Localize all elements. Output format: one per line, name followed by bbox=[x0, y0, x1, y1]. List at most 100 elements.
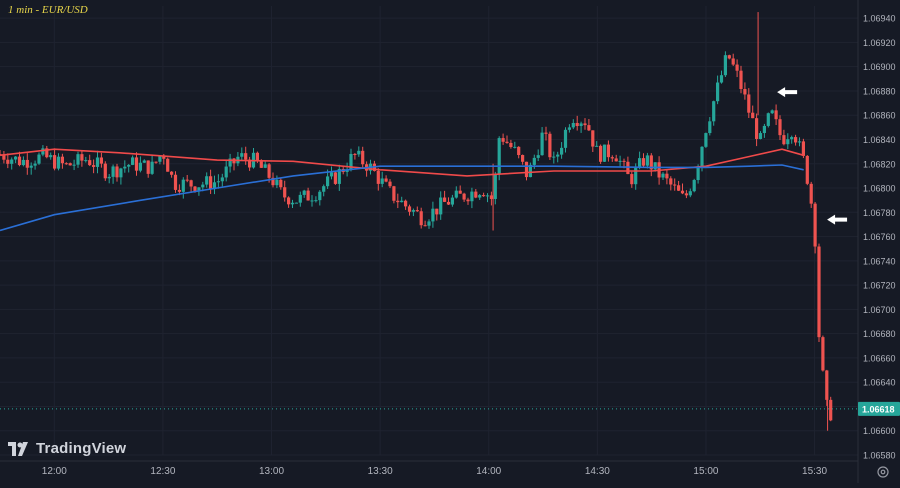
gear-icon[interactable] bbox=[876, 465, 890, 479]
arrow-left-icon bbox=[777, 87, 798, 98]
tradingview-watermark-text: TradingView bbox=[36, 440, 127, 457]
candle-body bbox=[21, 159, 25, 166]
candle-body bbox=[400, 200, 404, 203]
candle-body bbox=[680, 190, 685, 194]
candle-body bbox=[478, 195, 482, 198]
candle-body bbox=[716, 82, 720, 102]
candle-body bbox=[224, 166, 228, 178]
candle-body bbox=[739, 70, 743, 90]
candle-body bbox=[747, 94, 751, 113]
candle-body bbox=[758, 133, 763, 139]
candle-body bbox=[797, 141, 802, 143]
candle-body bbox=[209, 176, 213, 190]
y-tick-label: 1.06780 bbox=[863, 208, 896, 218]
candle-body bbox=[719, 75, 724, 83]
candle-body bbox=[244, 153, 248, 160]
candle-body bbox=[821, 337, 825, 371]
candle-body bbox=[384, 178, 388, 182]
candle-body bbox=[474, 191, 478, 198]
candle-body bbox=[177, 189, 181, 192]
y-tick-label: 1.06820 bbox=[863, 159, 896, 169]
candle-body bbox=[349, 153, 353, 170]
candle-body bbox=[829, 399, 833, 421]
candle-body bbox=[107, 176, 111, 179]
candle-body bbox=[622, 160, 626, 162]
candle-body bbox=[287, 197, 291, 205]
candle-body bbox=[563, 129, 568, 148]
candle-body bbox=[329, 172, 334, 177]
candle-body bbox=[485, 195, 490, 197]
candle-body bbox=[197, 187, 201, 192]
y-tick-label: 1.06720 bbox=[863, 281, 896, 291]
candle-body bbox=[88, 160, 92, 166]
tradingview-watermark[interactable]: TradingView bbox=[8, 440, 126, 457]
candle-body bbox=[731, 58, 735, 65]
candle-body bbox=[279, 179, 283, 188]
candle-body bbox=[248, 159, 252, 168]
candle-body bbox=[103, 163, 107, 179]
candle-body bbox=[446, 201, 451, 205]
y-tick-label: 1.06860 bbox=[863, 111, 896, 121]
candle-body bbox=[458, 190, 462, 194]
candle-body bbox=[774, 110, 778, 120]
candle-body bbox=[357, 150, 361, 155]
candle-body bbox=[326, 176, 330, 187]
candle-body bbox=[302, 190, 306, 195]
candle-body bbox=[454, 190, 458, 198]
candle-body bbox=[275, 179, 279, 186]
candle-body bbox=[501, 138, 505, 142]
candle-body bbox=[29, 165, 33, 168]
candle-body bbox=[770, 110, 774, 114]
candle-body bbox=[259, 161, 263, 168]
candle-body bbox=[25, 159, 29, 168]
candle-body bbox=[201, 184, 205, 188]
y-tick-label: 1.06660 bbox=[863, 353, 896, 363]
candle-body bbox=[638, 158, 642, 168]
candle-body bbox=[411, 210, 415, 212]
candle-body bbox=[134, 157, 139, 171]
candle-body bbox=[790, 137, 794, 140]
candle-body bbox=[435, 208, 439, 215]
candle-body bbox=[162, 156, 166, 159]
y-tick-label: 1.06920 bbox=[863, 38, 896, 48]
candle-body bbox=[337, 168, 341, 184]
candle-body bbox=[602, 144, 607, 162]
candle-body bbox=[92, 165, 96, 167]
x-tick-label: 13:00 bbox=[259, 466, 284, 477]
candle-body bbox=[661, 173, 665, 178]
candle-body bbox=[606, 144, 610, 158]
candle-body bbox=[532, 157, 536, 165]
candle-body bbox=[322, 186, 326, 192]
candle-body bbox=[99, 157, 103, 164]
x-tick-label: 15:00 bbox=[693, 466, 718, 477]
candle-body bbox=[626, 161, 630, 175]
candle-body bbox=[60, 156, 64, 164]
candle-body bbox=[376, 170, 380, 184]
candle-body bbox=[263, 164, 267, 168]
candle-body bbox=[392, 186, 396, 201]
candle-body bbox=[361, 150, 365, 165]
candle-body bbox=[37, 154, 41, 164]
y-tick-label: 1.06840 bbox=[863, 135, 896, 145]
candle-body bbox=[536, 155, 540, 158]
candle-body bbox=[423, 225, 427, 227]
candle-body bbox=[497, 138, 501, 175]
candle-body bbox=[216, 181, 220, 183]
tradingview-logo-icon bbox=[8, 441, 28, 456]
candle-body bbox=[548, 133, 552, 158]
candle-body bbox=[556, 154, 560, 157]
candle-body bbox=[517, 146, 521, 156]
x-tick-label: 15:30 bbox=[802, 466, 827, 477]
candle-body bbox=[567, 127, 571, 130]
candle-body bbox=[228, 158, 232, 167]
candle-body bbox=[415, 210, 419, 212]
candle-body bbox=[677, 185, 681, 191]
candle-body bbox=[618, 160, 622, 162]
candle-body bbox=[751, 112, 755, 119]
candle-body bbox=[111, 166, 115, 177]
candle-body bbox=[825, 370, 829, 400]
candle-body bbox=[544, 132, 548, 134]
candle-body bbox=[119, 168, 123, 178]
